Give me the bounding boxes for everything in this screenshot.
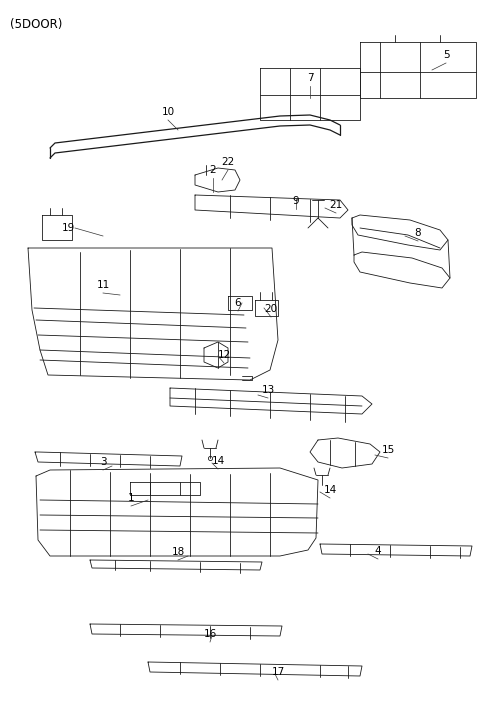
Text: 14: 14 bbox=[211, 456, 225, 466]
Text: 8: 8 bbox=[415, 228, 421, 238]
Text: 3: 3 bbox=[100, 457, 106, 467]
Text: 5: 5 bbox=[443, 50, 449, 60]
Text: 9: 9 bbox=[293, 196, 300, 206]
Text: 19: 19 bbox=[61, 223, 74, 233]
Text: 20: 20 bbox=[264, 304, 277, 314]
Text: 4: 4 bbox=[375, 546, 381, 556]
Text: 16: 16 bbox=[204, 629, 216, 639]
Text: 11: 11 bbox=[96, 280, 109, 290]
Text: 7: 7 bbox=[307, 73, 313, 83]
Text: (5DOOR): (5DOOR) bbox=[10, 18, 62, 31]
Text: 10: 10 bbox=[161, 107, 175, 117]
Text: 18: 18 bbox=[171, 547, 185, 557]
Text: 21: 21 bbox=[329, 200, 343, 210]
Text: 14: 14 bbox=[324, 485, 336, 495]
Text: 1: 1 bbox=[128, 493, 134, 503]
Text: 12: 12 bbox=[217, 350, 230, 360]
Text: 13: 13 bbox=[262, 385, 275, 395]
Text: 17: 17 bbox=[271, 667, 285, 677]
Text: 2: 2 bbox=[210, 165, 216, 175]
Text: 15: 15 bbox=[382, 445, 395, 455]
Text: 22: 22 bbox=[221, 157, 235, 167]
Text: 6: 6 bbox=[235, 298, 241, 308]
